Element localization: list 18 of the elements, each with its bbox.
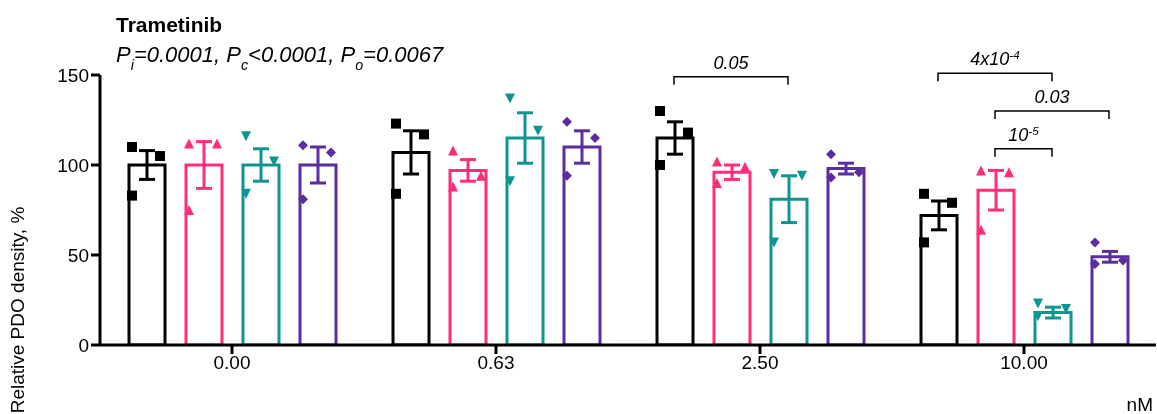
- chart-title: Trametinib: [116, 13, 223, 36]
- x-axis-title: nM: [1126, 394, 1153, 414]
- text: 0.05: [713, 52, 750, 73]
- y-tick-label: 50: [67, 244, 89, 266]
- chart-subtitle: P$_{i}$=0.0001, P$_{c}$<0.0001, P$_{o}$=0.0067: [116, 42, 444, 73]
- y-tick-label: 150: [57, 64, 89, 86]
- x-tick-label: 10.00: [1000, 352, 1048, 374]
- x-tick-label: 0.63: [477, 352, 515, 374]
- y-tick-label: 0: [78, 334, 89, 356]
- bar: [826, 167, 866, 345]
- annotation: 10$^{-5}$: [1008, 123, 1040, 145]
- annotation: 0.03: [1034, 87, 1070, 107]
- y-tick-label: 100: [57, 154, 89, 176]
- x-tick-label: 0.00: [213, 352, 251, 374]
- x-tick-label: 2.50: [741, 352, 779, 374]
- bar: [1090, 255, 1130, 345]
- y-axis-title: Relative PDO density, %: [6, 206, 28, 414]
- text: 4x10$^{-4}$: [970, 47, 1021, 70]
